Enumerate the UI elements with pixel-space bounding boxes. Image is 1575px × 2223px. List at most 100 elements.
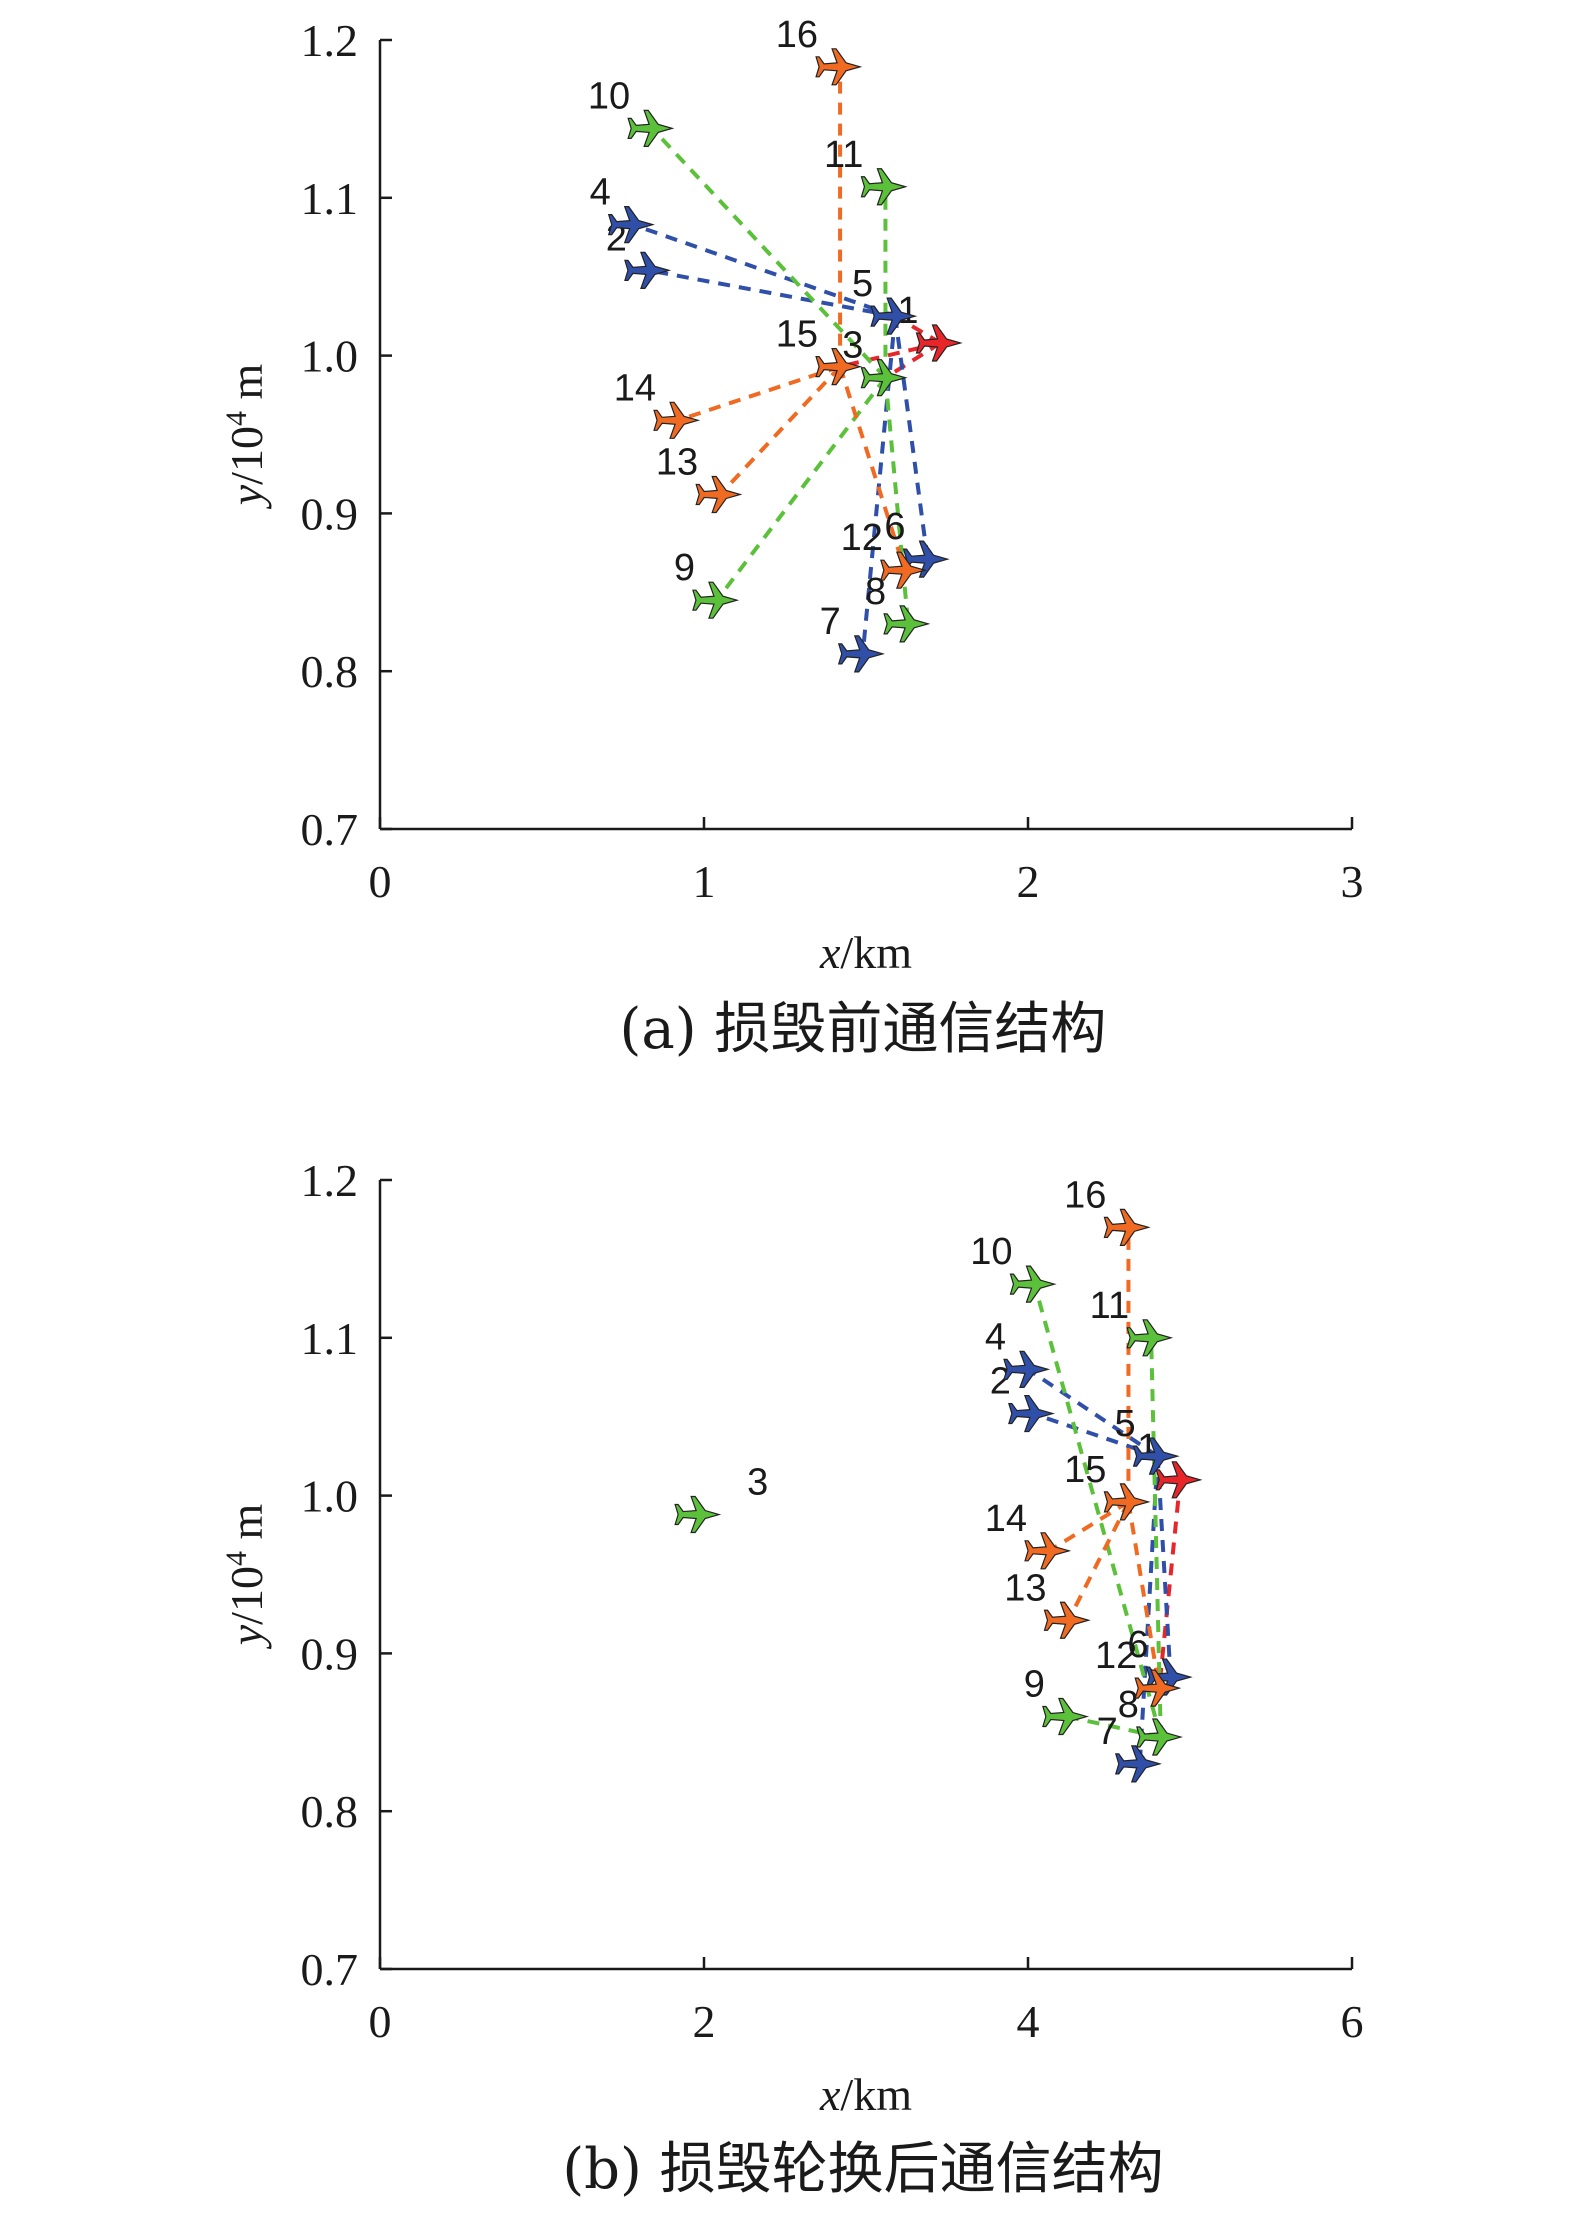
panel-a-link-5-7 <box>860 315 898 655</box>
panel-a-link-1-5 <box>894 314 942 345</box>
panel-a-node-4 <box>607 206 655 244</box>
panel-a-node-11-plane-icon <box>860 168 908 206</box>
panel-b-link-5-4 <box>1026 1367 1159 1458</box>
panel-a-node-5 <box>870 297 918 335</box>
panel-a-node-8 <box>883 605 931 643</box>
panel-a-chart: 0 1 2 30.70.80.91.01.11.2 12345678910111213… <box>220 14 1364 1062</box>
panel-b-node-16-plane-icon <box>1103 1208 1151 1246</box>
panel-a-node-label-5: 5 <box>852 263 873 305</box>
panel-b-node-1-plane-icon <box>1155 1461 1203 1499</box>
panel-a-link-15-14 <box>677 364 841 423</box>
panel-a-x-axis-var: x <box>819 927 841 978</box>
panel-a-link-15-12 <box>838 366 907 571</box>
panel-b-node-label-3: 3 <box>747 1462 768 1504</box>
panel-a-node-label-13: 13 <box>656 441 698 483</box>
panel-b-node-8 <box>1136 1718 1184 1756</box>
panel-b-link-8-10 <box>1032 1283 1163 1738</box>
panel-a-node-9 <box>692 581 740 619</box>
panel-a-link-1-15 <box>839 341 941 369</box>
panel-a-node-3 <box>860 359 908 397</box>
panel-a-y-tick-label: 1.0 <box>301 331 359 382</box>
panel-b-node-11-plane-icon <box>1126 1319 1174 1357</box>
panel-a-node-8-plane-icon <box>883 605 931 643</box>
panel-b-node-9-plane-icon <box>1042 1697 1090 1736</box>
panel-b-y-tick-label: 0.7 <box>301 1944 359 1995</box>
panel-a-y-axis-tail: m <box>221 364 272 412</box>
panel-b-link-5-6 <box>1155 1456 1173 1678</box>
panel-b-node-label-2: 2 <box>990 1361 1011 1403</box>
panel-a-node-13 <box>695 475 743 514</box>
panel-a-y-axis-unit: /10 <box>221 426 272 485</box>
panel-a-node-15-plane-icon <box>815 348 863 386</box>
panel-a-x-tick-label: 3 <box>1341 856 1364 907</box>
panel-a-node-12 <box>880 551 928 589</box>
panel-b-node-label-12: 12 <box>1095 1635 1137 1677</box>
panel-b-node-label-4: 4 <box>985 1316 1006 1358</box>
panel-b-node-5-plane-icon <box>1132 1437 1180 1475</box>
panel-a-node-14-plane-icon <box>653 401 701 439</box>
panel-a-node-10 <box>627 109 675 147</box>
panel-a-y-tick-label: 0.9 <box>301 488 359 539</box>
panel-a-node-label-10: 10 <box>588 75 630 117</box>
panel-b-node-8-plane-icon <box>1136 1718 1184 1756</box>
panel-a-x-tick-label: 1 <box>693 856 716 907</box>
panel-b-node-10 <box>1009 1265 1057 1303</box>
panel-b-node-10-plane-icon <box>1009 1265 1057 1303</box>
panel-b-node-15-plane-icon <box>1103 1483 1151 1521</box>
panel-a-axes: 0 1 2 30.70.80.91.01.11.2 <box>301 15 1364 907</box>
panel-b-y-tick-label: 1.2 <box>301 1155 359 1206</box>
panel-b-axes: 0 2 4 60.70.80.91.01.11.2 <box>301 1155 1364 2047</box>
panel-a-x-tick-label: 0 <box>369 856 392 907</box>
panel-b-node-5 <box>1132 1437 1180 1475</box>
panel-a-node-10-plane-icon <box>627 109 675 147</box>
panel-b-x-tick-label: 4 <box>1017 1996 1040 2047</box>
panel-b-y-tick-label: 0.8 <box>301 1786 359 1837</box>
panel-b-link-8-11 <box>1149 1337 1163 1738</box>
panel-b-node-13-plane-icon <box>1043 1601 1091 1639</box>
panel-b-node-13 <box>1043 1601 1091 1639</box>
panel-a-node-label-11: 11 <box>824 134 863 176</box>
panel-a-node-label-8: 8 <box>865 571 886 613</box>
panel-b-link-15-12 <box>1126 1501 1162 1689</box>
panel-b-x-tick-label: 6 <box>1341 1996 1364 2047</box>
panel-a-node-3-plane-icon <box>860 359 908 397</box>
panel-b-y-axis-unit: /10 <box>221 1566 272 1625</box>
panel-b-x-tick-label: 2 <box>693 1996 716 2047</box>
panel-b-node-7-plane-icon <box>1114 1745 1162 1783</box>
panel-b-node-label-9: 9 <box>1024 1664 1045 1706</box>
panel-a-node-14 <box>653 401 701 439</box>
panel-b-node-14-plane-icon <box>1024 1532 1072 1570</box>
panel-b-y-tick-label: 1.1 <box>301 1313 359 1364</box>
panel-a-node-label-1: 1 <box>897 290 918 332</box>
panel-a-y-axis-label: y/104 m <box>220 364 272 510</box>
panel-b-node-label-11: 11 <box>1090 1285 1129 1327</box>
panel-b-node-6 <box>1145 1658 1193 1696</box>
panel-b-links <box>1026 1227 1183 1764</box>
panel-b-node-1 <box>1155 1461 1203 1499</box>
panel-b-node-label-8: 8 <box>1118 1684 1139 1726</box>
panel-a-node-label-16: 16 <box>776 14 818 56</box>
panel-a-node-2-plane-icon <box>624 251 672 289</box>
panel-a-link-3-10 <box>650 127 887 380</box>
panel-a-node-label-15: 15 <box>776 314 818 356</box>
panel-a-node-label-6: 6 <box>884 506 905 548</box>
panel-b-node-14 <box>1024 1532 1072 1570</box>
panel-a-y-axis-sup: 4 <box>220 411 253 426</box>
panel-b-node-label-13: 13 <box>1004 1567 1046 1609</box>
panel-b-caption: (b) 损毁轮换后通信结构 <box>562 2137 1163 2202</box>
panel-a-node-13-plane-icon <box>695 475 743 514</box>
panel-a-node-label-7: 7 <box>820 601 841 643</box>
panel-b-node-label-10: 10 <box>970 1231 1012 1273</box>
panel-a-node-label-3: 3 <box>842 325 863 367</box>
panel-a-y-tick-label: 0.8 <box>301 646 359 697</box>
panel-b-link-5-7 <box>1137 1456 1160 1764</box>
panel-b-x-tick-label: 0 <box>369 1996 392 2047</box>
panel-b-node-label-14: 14 <box>985 1498 1027 1540</box>
panel-b-x-axis-var: x <box>819 2069 841 2120</box>
panel-b-node-label-15: 15 <box>1064 1449 1106 1491</box>
panel-a-node-1 <box>915 324 963 362</box>
panel-a-node-7-plane-icon <box>837 635 885 673</box>
panel-b-link-15-14 <box>1048 1500 1130 1553</box>
